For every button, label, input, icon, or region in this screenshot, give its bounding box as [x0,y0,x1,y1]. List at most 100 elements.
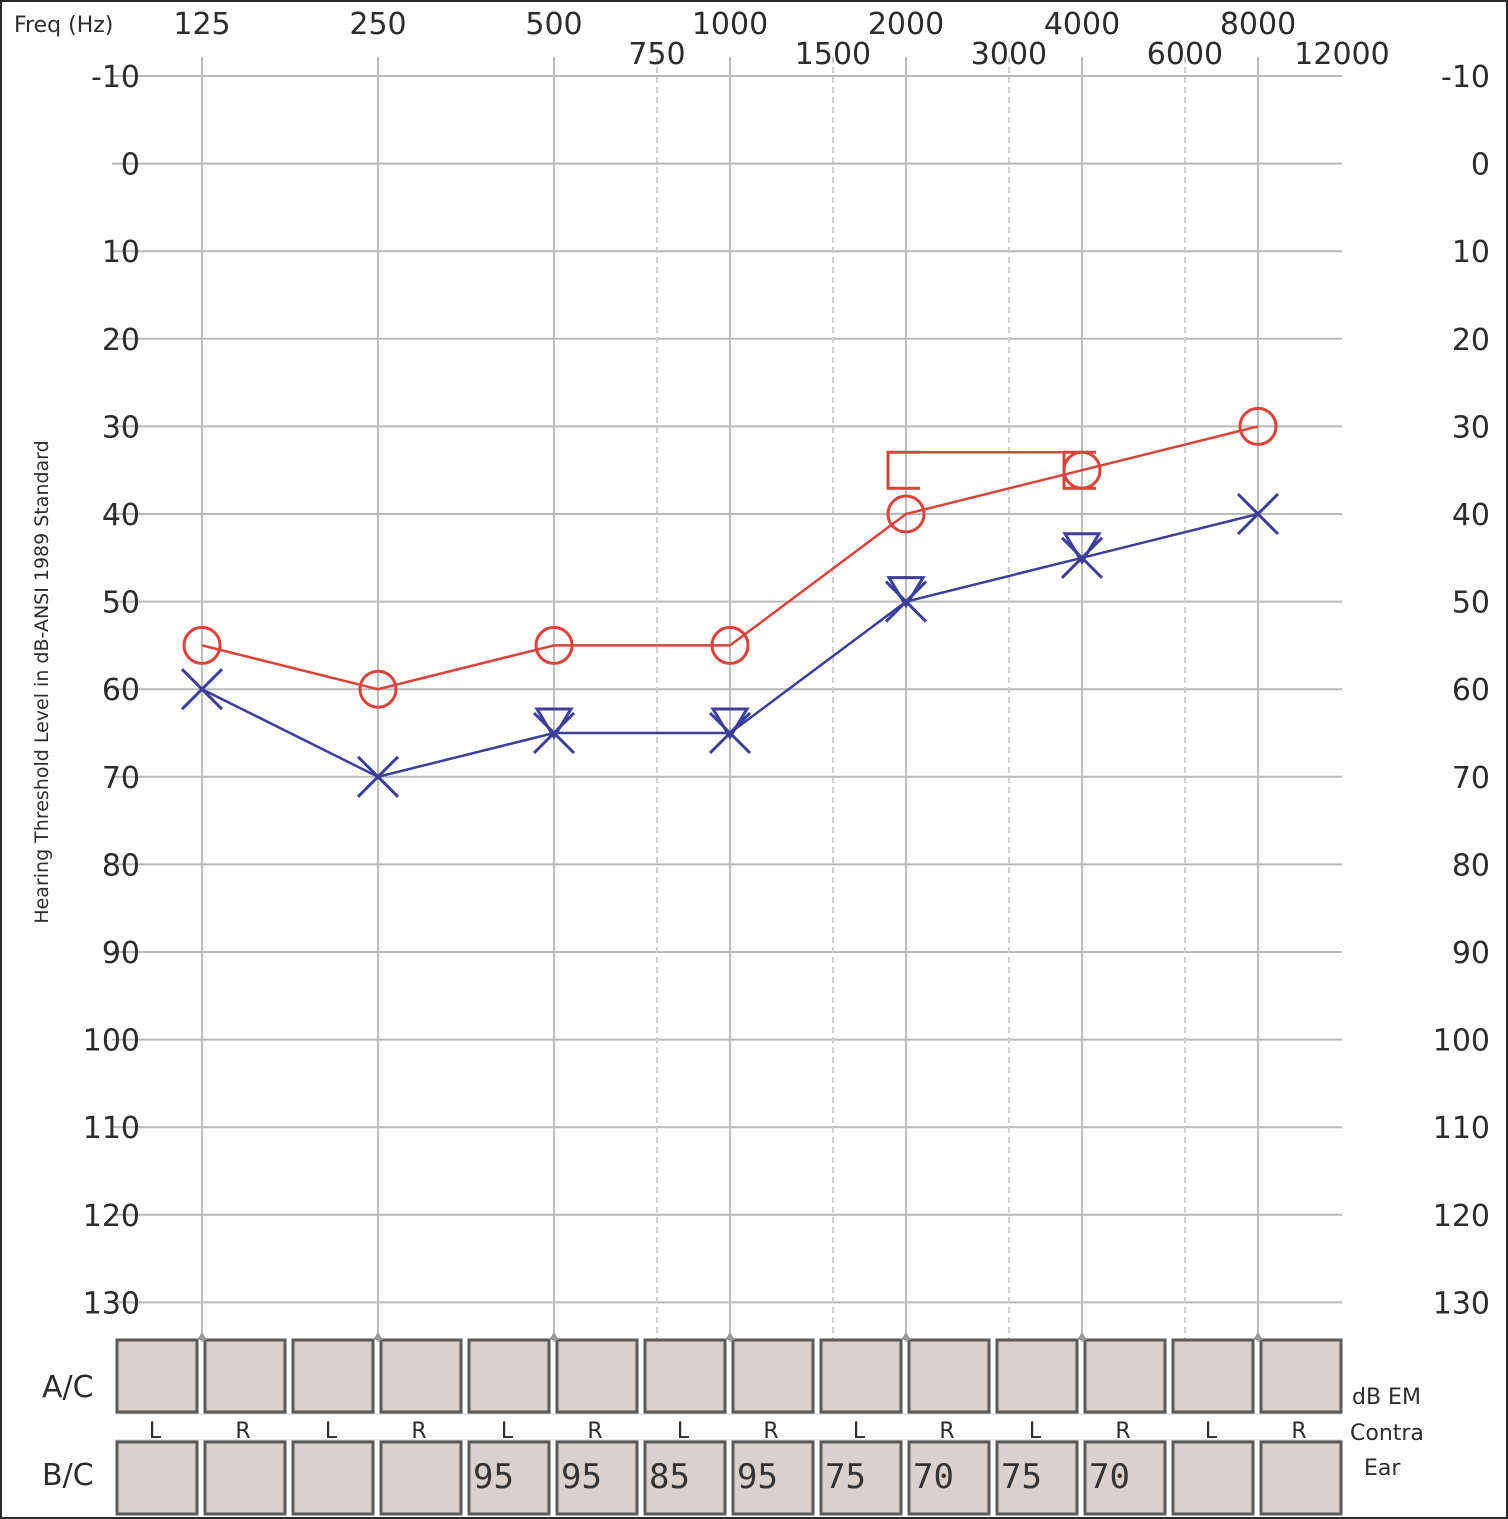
bc-label: B/C [42,1458,94,1493]
y-tick-labels: -10 -10 0 0 10 10 20 20 30 30 40 40 50 50 60 60 70 70 80 80… [83,60,1490,1321]
series-circle [182,406,1278,709]
octave-marker [1077,1332,1087,1340]
octave-marker [725,1332,735,1340]
y-tick-label-left: 100 [83,1024,140,1059]
marker-bracket [886,450,920,490]
x-tick-labels: 125 250 500 1000 2000 4000 8000 750 1500 3000 6000… [173,7,1389,72]
y-tick-label-right: 60 [1452,673,1490,708]
ac-cell [203,1338,287,1414]
marker-circle [710,625,750,665]
x-tick-label-octave: 250 [349,7,406,42]
ear-label: L [501,1419,514,1444]
octave-marker [549,1332,559,1340]
bc-cell-value: 95 [561,1457,602,1497]
bc-cell [203,1440,287,1516]
marker-x [708,711,752,755]
y-tick-label-left: -10 [91,60,140,95]
ac-cell [379,1338,463,1414]
y-axis-title: Hearing Threshold Level in dB-ANSI 1989 … [31,440,53,923]
y-tick-label-right: 120 [1433,1199,1490,1234]
series-x [180,492,1280,798]
x-tick-label-octave: 125 [173,7,230,42]
y-tick-label-right: 50 [1452,586,1490,621]
ear-label: R [763,1419,778,1444]
marker-circle [886,494,926,534]
y-tick-label-left: 60 [102,673,140,708]
marker-circle [358,669,398,709]
y-tick-label-right: 70 [1452,761,1490,796]
bc-cell [291,1440,375,1516]
x-tick-label-octave: 2000 [868,7,944,42]
grid [112,57,1342,1342]
ac-cell [115,1338,199,1414]
x-tick-label-interoctave: 1500 [795,37,871,72]
ear-label: R [587,1419,602,1444]
y-tick-label-left: 80 [102,848,140,883]
series-line-circle [201,425,1259,691]
ear-label: R [1291,1419,1306,1444]
octave-marker [1253,1332,1263,1340]
ac-cell [1083,1338,1167,1414]
freq-axis-title: Freq (Hz) [14,13,113,38]
ac-cell [819,1338,903,1414]
bc-cell [467,1440,551,1516]
x-tick-label-octave: 4000 [1044,7,1120,42]
y-tick-label-left: 40 [102,498,140,533]
ear-label: R [939,1419,954,1444]
y-tick-label-left: 120 [83,1199,140,1234]
y-tick-label-right: 20 [1452,323,1490,358]
right-label-contra: Contra [1350,1421,1424,1446]
y-tick-label-right: 30 [1452,410,1490,445]
y-tick-label-right: 10 [1452,235,1490,270]
marker-x [884,580,928,623]
bc-cell-value: 75 [1001,1457,1042,1497]
y-tick-label-right: 80 [1452,848,1490,883]
bc-cell [1171,1440,1255,1516]
y-tick-label-left: 130 [83,1286,140,1321]
x-tick-label-octave: 8000 [1220,7,1296,42]
y-tick-label-right: -10 [1441,60,1490,95]
y-tick-label-right: 40 [1452,498,1490,533]
series-triangle-down [534,532,1102,740]
y-tick-label-left: 90 [102,936,140,971]
bc-cell [907,1440,991,1516]
ac-cell [731,1338,815,1414]
marker-circle [1238,406,1278,446]
marker-x [1060,536,1104,579]
ac-cell [291,1338,375,1414]
ac-cell [995,1338,1079,1414]
ac-cell [643,1338,727,1414]
bc-cell [115,1440,199,1516]
y-tick-label-right: 100 [1433,1024,1490,1059]
ear-label: L [1205,1419,1218,1444]
y-tick-label-left: 110 [83,1111,140,1146]
marker-triangle [886,576,926,609]
y-tick-label-left: 0 [121,148,140,183]
y-tick-label-left: 70 [102,761,140,796]
y-tick-label-left: 30 [102,410,140,445]
x-tick-label-interoctave: 12000 [1294,37,1389,72]
x-tick-label-octave: 500 [525,7,582,42]
marker-x [356,755,400,798]
x-tick-label-interoctave: 6000 [1147,37,1223,72]
right-label-ear: Ear [1364,1456,1401,1481]
bc-cell [555,1440,639,1516]
ac-cell [467,1338,551,1414]
marker-triangle [534,707,574,740]
series-bracket-left [886,450,1096,490]
ear-label: L [325,1419,338,1444]
ac-cell [1171,1338,1255,1414]
x-tick-label-octave: 1000 [692,7,768,42]
ear-label: R [1115,1419,1130,1444]
y-tick-label-right: 130 [1433,1286,1490,1321]
y-tick-label-right: 110 [1433,1111,1490,1146]
marker-circle [182,625,222,665]
x-tick-label-interoctave: 3000 [971,37,1047,72]
marker-triangle [710,707,750,740]
ac-cell [907,1338,991,1414]
bc-cell [379,1440,463,1516]
bc-cell-value: 95 [737,1457,778,1497]
marker-x [1236,492,1280,536]
ear-label: L [677,1419,690,1444]
